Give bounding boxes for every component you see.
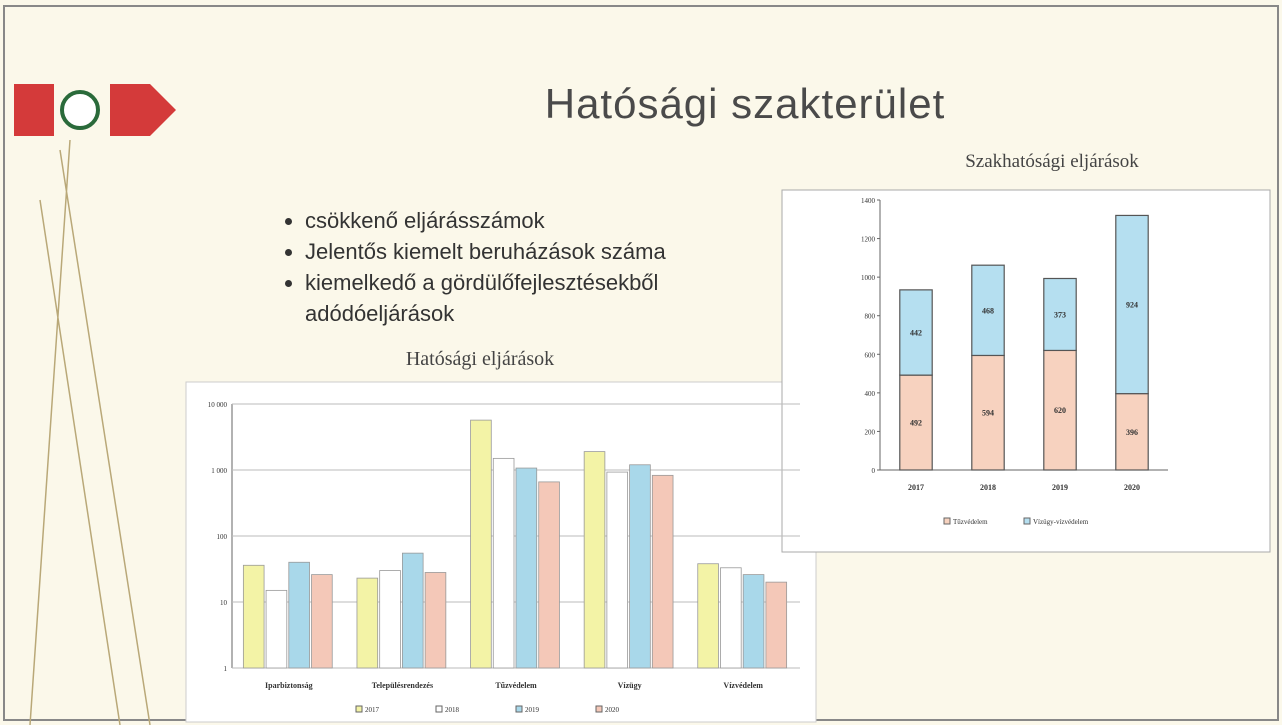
legend-label: 2017 [365,706,380,714]
chart-title: Szakhatósági eljárások [965,151,1139,172]
bar [424,572,447,669]
legend-swatch [515,705,523,713]
bullet: csökkenő eljárásszámok [305,205,785,236]
legend-swatch [435,705,443,713]
y-tick-label: 1400 [861,197,876,205]
bar [242,564,265,669]
bar-segment [1115,214,1149,395]
bar [379,570,401,669]
red-block [14,84,54,136]
bar [311,574,333,669]
data-label: 442 [910,328,922,337]
legend-label: Vízügy-vízvédelem [1033,518,1089,526]
y-tick-label: 10 [220,599,228,607]
chart-title: Hatósági eljárások [406,348,554,370]
y-tick-label: 1200 [861,236,876,244]
bar [606,471,629,669]
x-tick-label: Iparbiztonság [265,681,313,690]
bar-segment [899,289,933,376]
y-tick-label: 1 [224,665,228,673]
x-tick-label: Településrendezés [372,681,433,690]
y-tick-label: 100 [217,533,228,541]
x-tick-label: Vízvédelem [723,681,763,690]
decor-lines [29,139,151,725]
x-tick-label: Tűzvédelem [495,681,537,690]
legend-label: 2019 [525,706,540,714]
y-tick-label: 200 [865,428,876,436]
legend-label: 2020 [605,706,620,714]
legend-swatch [355,705,363,713]
bar [470,419,492,669]
bar [492,457,515,669]
data-label: 594 [982,409,994,418]
bullet: kiemelkedő a gördülőfejlesztésekből adód… [305,267,785,329]
y-tick-label: 0 [872,467,876,475]
bar [356,577,379,669]
x-tick-label: 2018 [980,483,996,492]
bar [583,451,606,669]
bar [651,474,674,669]
bar-segment [1115,393,1149,471]
logo [60,90,100,130]
bullet-list: csökkenő eljárásszámok Jelentős kiemelt … [285,205,785,329]
bar [697,563,719,669]
red-arrow [110,84,176,136]
bar [288,561,310,669]
y-tick-label: 1 000 [211,467,227,475]
y-tick-label: 10 000 [208,401,228,409]
bar-segment [1043,277,1077,352]
legend-swatch [595,705,603,713]
y-tick-label: 600 [865,351,876,359]
x-tick-label: 2020 [1124,483,1140,492]
bullet: Jelentős kiemelt beruházások száma [305,236,785,267]
legend-label: 2018 [445,706,460,714]
data-label: 492 [910,419,922,428]
y-tick-label: 800 [865,313,876,321]
bar [765,581,788,669]
bar [538,481,560,669]
bar [629,464,651,669]
x-tick-label: 2019 [1052,483,1068,492]
chart-box [781,189,1271,553]
legend-swatch [1023,517,1031,525]
data-label: 373 [1054,310,1066,319]
bar [720,567,742,669]
legend-swatch [943,517,951,525]
y-tick-label: 1000 [861,274,876,282]
bar [265,589,288,669]
data-label: 620 [1054,406,1066,415]
x-tick-label: Vízügy [618,681,642,690]
x-tick-label: 2017 [908,483,924,492]
bar [515,467,538,669]
bar-segment [971,264,1005,357]
data-label: 468 [982,306,994,315]
legend-label: Tűzvédelem [953,518,988,526]
data-label: 396 [1126,428,1138,437]
bar [401,552,424,669]
bar [742,574,765,669]
data-label: 924 [1126,301,1138,310]
slide-title: Hatósági szakterület [544,80,946,127]
y-tick-label: 400 [865,390,876,398]
